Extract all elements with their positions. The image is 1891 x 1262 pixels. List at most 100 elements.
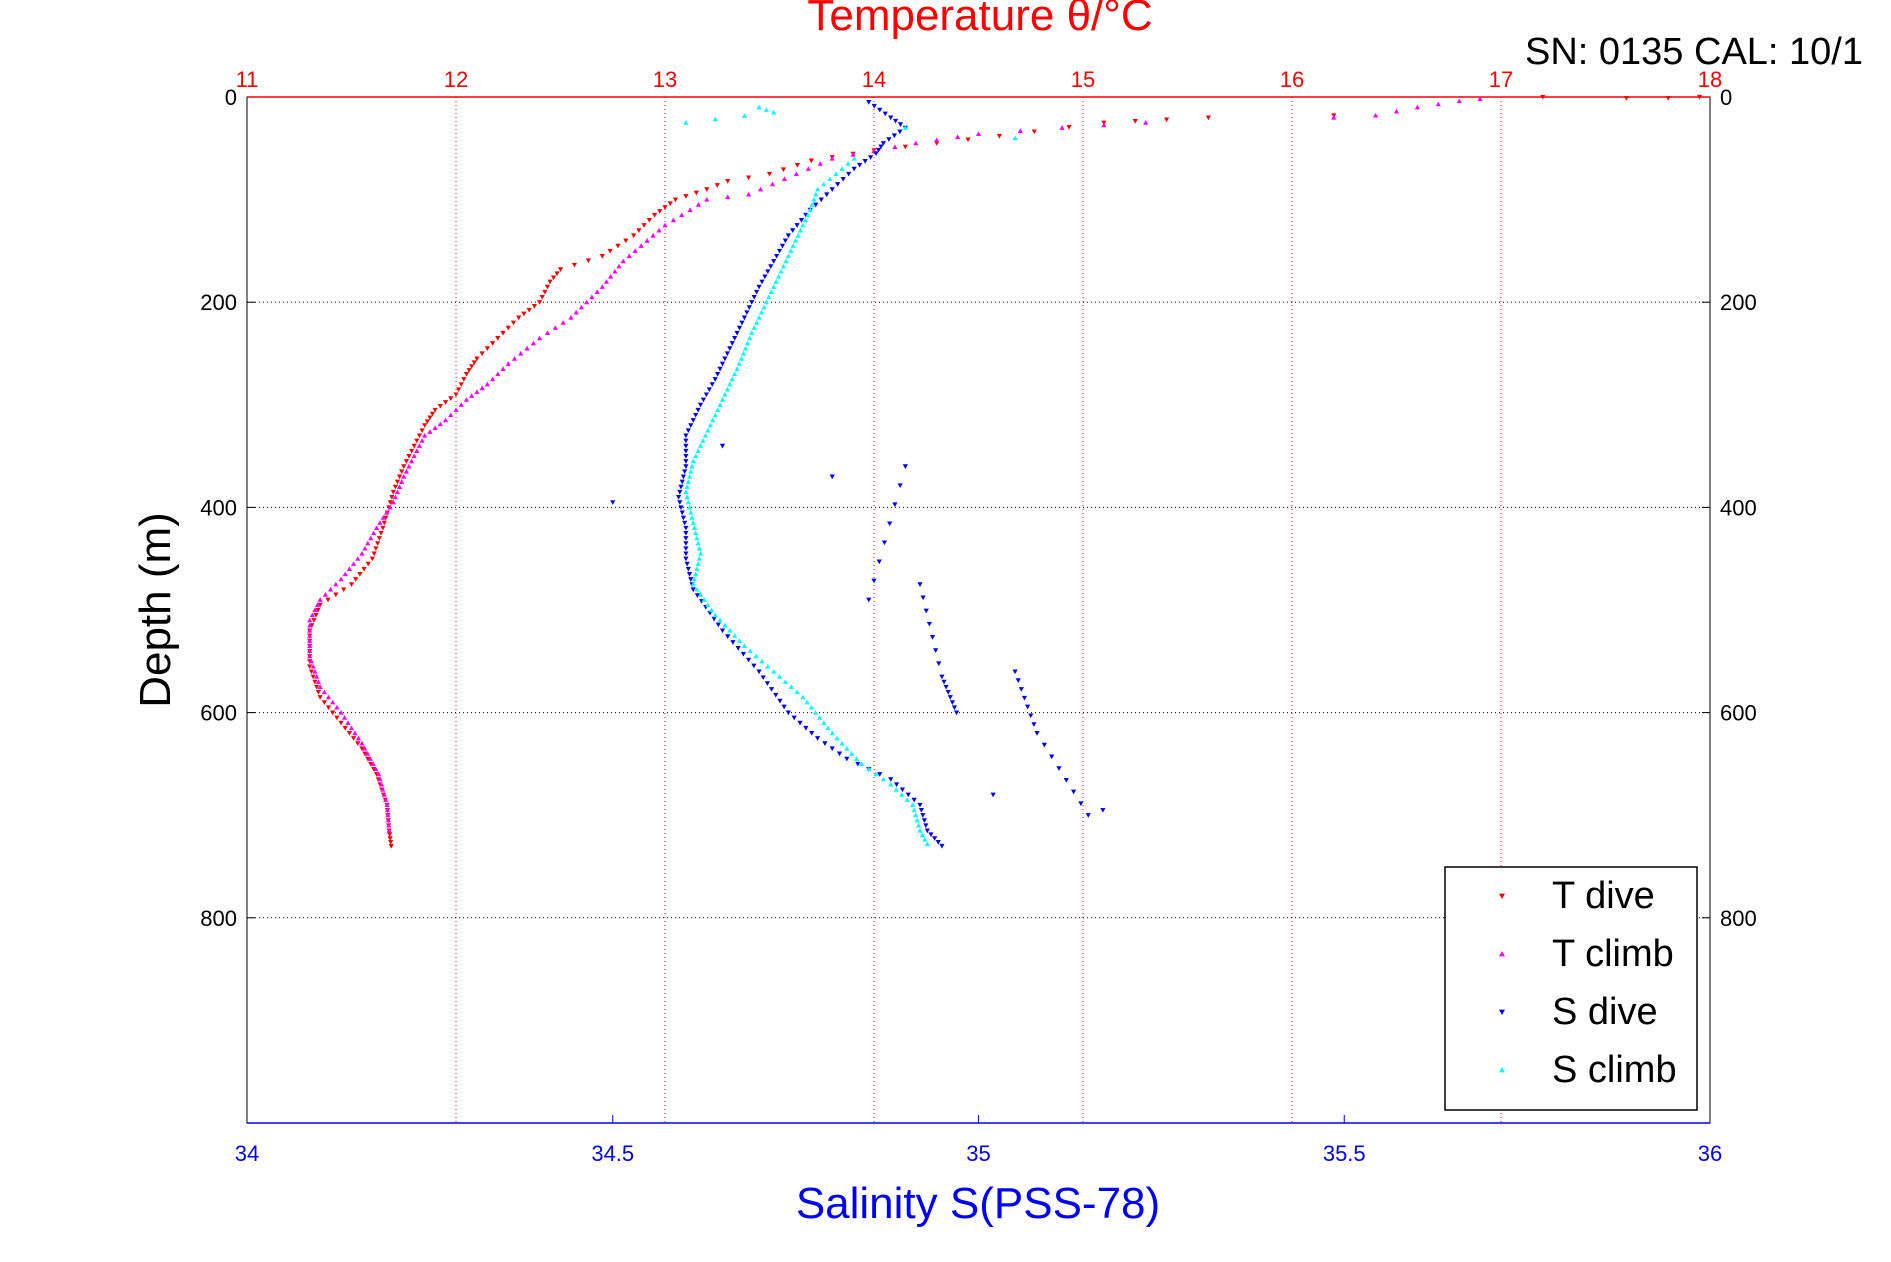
t-climb-point (355, 556, 361, 561)
s-climb-point (821, 181, 827, 187)
s-climb-point (744, 340, 751, 346)
t-dive-point (373, 546, 379, 552)
s-climb-point (834, 735, 840, 741)
s-dive-point (928, 832, 934, 838)
t-dive-point (693, 190, 699, 196)
data-points (307, 94, 1703, 849)
temperature-tick-label: 12 (444, 67, 468, 92)
s-dive-point (768, 687, 775, 692)
depth-tick-label-left: 600 (200, 701, 237, 726)
t-dive-point (389, 495, 395, 500)
s-dive-point (1031, 722, 1037, 727)
t-climb-point (644, 238, 650, 243)
s-climb-point (756, 104, 762, 110)
s-dive-point (683, 530, 689, 536)
t-climb-point (437, 421, 443, 427)
s-dive-point (866, 597, 872, 603)
t-climb-point (317, 597, 323, 602)
s-dive-point (760, 675, 766, 681)
t-climb-point (805, 166, 811, 171)
t-dive-point (1540, 94, 1546, 100)
s-dive-point (929, 635, 936, 640)
t-dive-point (401, 464, 407, 469)
t-dive-point (461, 377, 467, 382)
s-climb-point (688, 468, 694, 474)
t-dive-point (310, 674, 316, 680)
s-dive-point (730, 640, 736, 645)
s-climb-point (827, 176, 833, 182)
t-climb-point (1017, 128, 1023, 133)
s-dive-point (844, 756, 850, 762)
s-dive-point (678, 484, 684, 490)
t-climb-point (594, 289, 600, 295)
t-climb-point (414, 448, 420, 454)
s-dive-point (677, 500, 683, 505)
s-dive-point (846, 171, 852, 177)
temperature-tick-label: 18 (1698, 67, 1722, 92)
s-climb-point (694, 535, 700, 541)
t-climb-point (1143, 120, 1149, 125)
s-climb-point (736, 638, 743, 643)
t-climb-point (376, 771, 382, 777)
s-climb-point (685, 499, 691, 505)
s-dive-point (888, 115, 894, 121)
legend-label-s-climb: S climb (1552, 1049, 1677, 1091)
s-dive-point (677, 489, 683, 495)
t-dive-point (396, 474, 403, 480)
s-dive-point (719, 628, 726, 634)
t-dive-point (469, 364, 475, 369)
t-climb-point (518, 350, 524, 356)
t-dive-point (547, 279, 553, 285)
s-climb-point (695, 448, 701, 454)
s-dive-point (773, 692, 779, 698)
t-dive-point (557, 267, 564, 272)
s-dive-point (685, 566, 691, 572)
t-climb-point (599, 284, 605, 289)
t-climb-point (704, 197, 710, 202)
legend-box (1444, 866, 1698, 1111)
t-climb-point (312, 607, 318, 613)
s-dive-point (683, 551, 689, 557)
t-dive-point (521, 311, 527, 317)
t-dive-point (308, 669, 315, 675)
s-dive-point (1100, 807, 1106, 813)
s-dive-point (798, 218, 805, 223)
t-dive-point (1132, 119, 1138, 124)
s-dive-point (790, 228, 796, 233)
s-dive-point (822, 741, 828, 746)
t-climb-point (346, 566, 353, 572)
t-dive-point (1696, 94, 1703, 100)
s-climb-point (771, 284, 777, 289)
s-dive-point (921, 818, 927, 823)
s-dive-point (729, 341, 735, 346)
s-climb-point (707, 422, 713, 428)
t-climb-point (757, 186, 764, 192)
t-dive-point (442, 400, 449, 405)
t-climb-point (568, 314, 574, 320)
t-dive-point (429, 411, 436, 417)
t-climb-point (829, 155, 835, 161)
t-climb-point (975, 131, 982, 137)
s-climb-point (768, 289, 774, 295)
t-dive-point (403, 459, 409, 464)
t-climb-point (662, 222, 668, 228)
s-dive-point (881, 540, 888, 546)
t-climb-point (463, 397, 470, 402)
s-dive-point (762, 274, 768, 280)
t-climb-point (650, 232, 656, 238)
t-dive-point (542, 289, 548, 295)
t-dive-point (683, 194, 689, 199)
t-climb-point (365, 540, 371, 546)
t-climb-point (341, 715, 348, 720)
t-climb-point (394, 489, 401, 495)
t-dive-point (422, 423, 428, 428)
t-dive-point (657, 209, 663, 214)
t-climb-point (560, 320, 566, 325)
s-climb-point (756, 314, 762, 320)
t-dive-point (314, 684, 320, 690)
t-climb-point (427, 429, 433, 434)
t-climb-point (484, 381, 490, 387)
t-climb-point (368, 535, 374, 541)
s-dive-point (754, 289, 760, 295)
